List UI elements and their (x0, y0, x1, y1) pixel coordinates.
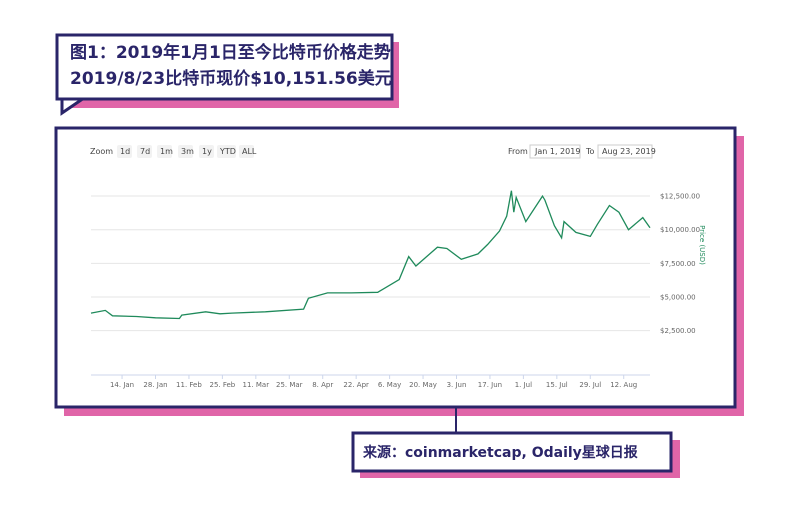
zoom-button[interactable] (117, 145, 132, 158)
caption-box (55, 33, 394, 101)
caption-line: 图1：2019年1月1日至今比特币价格走势 (70, 42, 391, 63)
x-tick-label: 28. Jan (143, 381, 167, 389)
y-tick-label: $5,000.00 (660, 293, 696, 301)
from-value[interactable]: Jan 1, 2019 (534, 147, 580, 156)
zoom-button-label[interactable]: 1y (202, 147, 212, 156)
to-input[interactable] (597, 144, 653, 159)
zoom-button-label[interactable]: 1d (120, 147, 130, 156)
to-label: To (585, 147, 595, 156)
x-tick-label: 25. Feb (210, 381, 236, 389)
x-tick-label: 1. Jul (515, 381, 532, 389)
x-tick-label: 22. Apr (343, 381, 369, 389)
zoom-button[interactable] (239, 145, 254, 158)
zoom-button-label[interactable]: 1m (160, 147, 173, 156)
x-tick-label: 20. May (409, 381, 437, 389)
zoom-label: Zoom (90, 147, 113, 156)
y-axis-label: Price (USD) (698, 225, 706, 265)
x-tick-label: 15. Jul (546, 381, 568, 389)
caption-line: 2019/8/23比特币现价$10,151.56美元 (70, 68, 392, 89)
price-line (90, 190, 651, 320)
zoom-button[interactable] (137, 145, 152, 158)
y-tick-label: $2,500.00 (660, 327, 696, 335)
y-tick-label: $7,500.00 (660, 260, 696, 268)
zoom-button[interactable] (217, 145, 236, 158)
to-value[interactable]: Aug 23, 2019 (602, 147, 656, 156)
source-box (351, 431, 673, 473)
y-tick-label: $10,000.00 (660, 226, 700, 234)
zoom-button[interactable] (157, 145, 172, 158)
x-tick-label: 14. Jan (110, 381, 134, 389)
zoom-button-label[interactable]: ALL (242, 147, 257, 156)
zoom-button[interactable] (199, 145, 214, 158)
x-tick-label: 11. Feb (176, 381, 202, 389)
x-tick-label: 17. Jun (478, 381, 502, 389)
x-tick-label: 8. Apr (312, 381, 333, 389)
x-tick-label: 29. Jul (579, 381, 601, 389)
zoom-button-label[interactable]: 3m (181, 147, 194, 156)
zoom-button-label[interactable]: 7d (140, 147, 150, 156)
from-input[interactable] (529, 144, 581, 159)
x-tick-label: 12. Aug (610, 381, 637, 389)
zoom-button-label[interactable]: YTD (219, 147, 236, 156)
x-tick-label: 11. Mar (243, 381, 270, 389)
chart-frame (54, 126, 737, 409)
x-tick-label: 6. May (378, 381, 401, 389)
zoom-button[interactable] (178, 145, 193, 158)
y-tick-label: $12,500.00 (660, 193, 700, 201)
x-tick-label: 3. Jun (447, 381, 467, 389)
x-tick-label: 25. Mar (276, 381, 303, 389)
source-text: 来源：coinmarketcap, Odaily星球日报 (362, 444, 638, 461)
from-label: From (508, 147, 528, 156)
